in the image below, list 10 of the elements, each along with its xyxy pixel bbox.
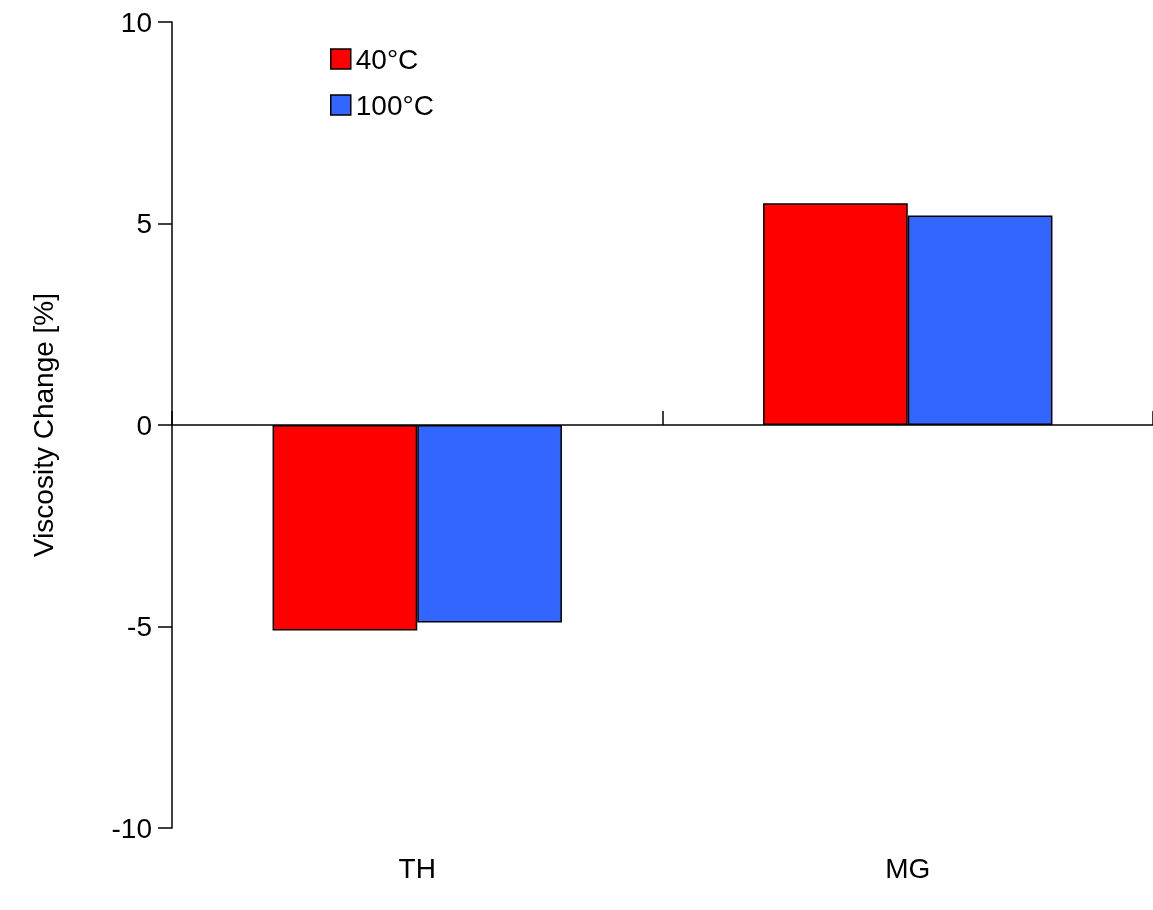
y-tick-label: -10 bbox=[111, 812, 152, 844]
x-tick-label: MG bbox=[885, 852, 931, 884]
y-tick-label: -5 bbox=[127, 611, 152, 642]
legend-label: 100°C bbox=[355, 89, 434, 121]
y-tick-label: 5 bbox=[136, 208, 152, 239]
y-axis-title: Viscosity Change [%] bbox=[27, 292, 59, 558]
x-tick-label: TH bbox=[398, 852, 436, 884]
legend-label: 40°C bbox=[355, 43, 419, 75]
y-tick-label: 0 bbox=[136, 409, 152, 441]
y-tick-label: 10 bbox=[120, 6, 152, 38]
